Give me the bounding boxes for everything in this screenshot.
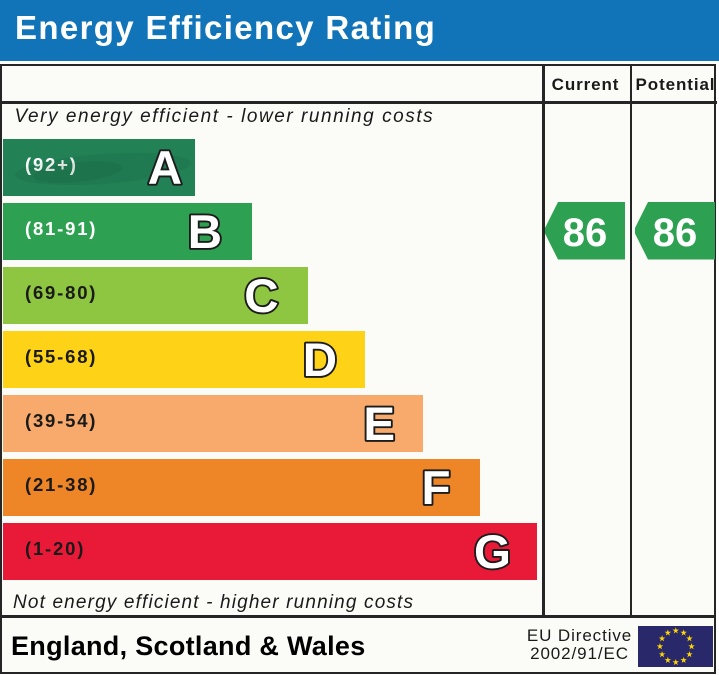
svg-text:A: A: [147, 142, 181, 195]
svg-text:86: 86: [653, 211, 698, 255]
svg-text:C: C: [244, 270, 278, 323]
svg-text:D: D: [302, 334, 336, 387]
svg-text:86: 86: [563, 211, 608, 255]
svg-text:F: F: [421, 462, 450, 515]
svg-text:G: G: [474, 526, 511, 579]
svg-text:E: E: [363, 398, 395, 451]
svg-text:B: B: [187, 206, 221, 259]
